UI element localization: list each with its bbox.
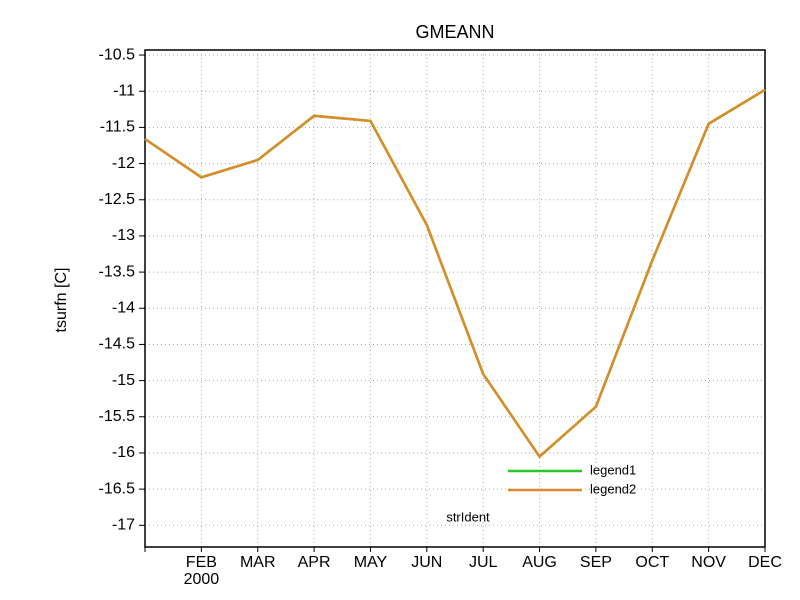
x-tick-label: OCT xyxy=(635,554,669,571)
y-tick-label: -16.5 xyxy=(99,480,136,497)
x-tick-label: APR xyxy=(298,554,331,571)
y-tick-label: -11 xyxy=(113,82,135,99)
y-tick-label: -15 xyxy=(112,372,135,389)
x-tick-label: FEB xyxy=(186,554,217,571)
y-tick-label: -17 xyxy=(112,517,135,534)
y-tick-label: -12.5 xyxy=(99,191,136,208)
y-tick-label: -13 xyxy=(112,227,135,244)
x-tick-label: MAY xyxy=(354,554,388,571)
y-tick-label: -15.5 xyxy=(99,408,136,425)
x-tick-label: JUN xyxy=(411,554,442,571)
annotation: strIdent xyxy=(446,509,490,524)
x-tick-label: DEC xyxy=(748,554,782,571)
y-tick-label: -10.5 xyxy=(99,46,136,63)
legend-label: legend1 xyxy=(590,462,636,477)
x-sublabel: 2000 xyxy=(184,571,220,588)
legend-label: legend2 xyxy=(590,481,636,496)
y-tick-label: -16 xyxy=(112,444,135,461)
x-tick-label: MAR xyxy=(240,554,276,571)
x-tick-label: JUL xyxy=(469,554,498,571)
y-axis-label: tsurfn [C] xyxy=(53,268,70,333)
plot-frame xyxy=(144,49,766,548)
y-tick-label: -14 xyxy=(112,299,135,316)
x-tick-label: NOV xyxy=(691,554,726,571)
x-tick-label: SEP xyxy=(580,554,612,571)
y-tick-label: -13.5 xyxy=(99,263,136,280)
chart-title: GMEANN xyxy=(415,22,494,42)
y-tick-label: -12 xyxy=(112,155,135,172)
series-line xyxy=(144,88,766,459)
x-tick-label: AUG xyxy=(522,554,557,571)
y-tick-label: -14.5 xyxy=(99,336,136,353)
series-line xyxy=(144,88,766,459)
y-tick-label: -11.5 xyxy=(100,119,135,136)
